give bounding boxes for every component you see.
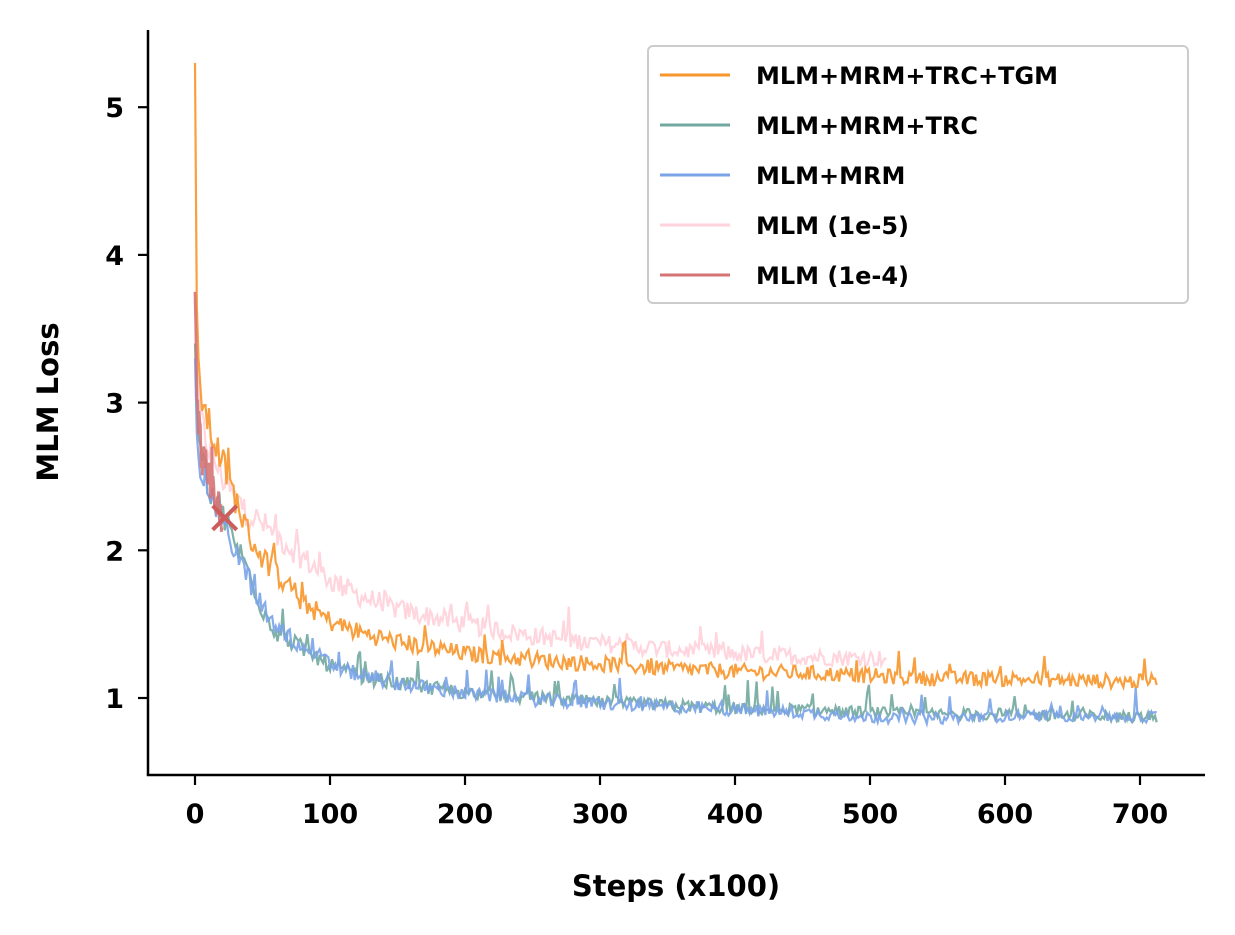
x-tick-label: 500 [842,799,898,830]
legend-entry-mlm-1e-4: MLM (1e-4) [660,262,909,290]
x-tick-label: 400 [707,799,763,830]
series-line-mlm-1e-5 [193,299,887,670]
x-tick-label: 0 [186,799,205,830]
x-tick-label: 700 [1112,799,1168,830]
y-tick-label: 4 [105,241,124,272]
legend-label: MLM (1e-5) [756,212,909,240]
plot-lines [193,62,1158,729]
legend: MLM+MRM+TRC+TGM MLM+MRM+TRC MLM+MRM MLM (1e… [647,45,1189,304]
legend-label: MLM+MRM [756,162,905,190]
x-tick-label: 100 [302,799,358,830]
x-tick-label: 300 [572,799,628,830]
legend-label: MLM+MRM+TRC [756,112,978,140]
y-ticks: 1 2 3 4 5 [105,93,148,715]
x-ticks: 0 100 200 300 400 500 600 700 [186,775,1168,830]
marker-x [211,504,239,532]
legend-entry-mlm-mrm-trc-tgm: MLM+MRM+TRC+TGM [660,62,1058,90]
x-tick-label: 200 [437,799,493,830]
y-tick-label: 2 [105,536,124,567]
legend-entry-mlm-mrm: MLM+MRM [660,162,905,190]
y-tick-label: 3 [105,389,124,420]
legend-entry-mlm-mrm-trc: MLM+MRM+TRC [660,112,978,140]
series-line-mlm-mrm [193,358,1157,729]
legend-box [647,45,1189,304]
y-axis-label: MLM Loss [31,322,65,481]
x-tick-label: 600 [977,799,1033,830]
y-tick-label: 5 [105,93,124,124]
legend-label: MLM+MRM+TRC+TGM [756,62,1058,90]
y-tick-label: 1 [105,684,124,715]
series-line-mlm-1e-4 [193,291,224,533]
legend-label: MLM (1e-4) [756,262,909,290]
series-line-mlm-mrm-trc-tgm [193,62,1158,692]
x-axis-label: Steps (x100) [572,869,780,903]
legend-entry-mlm-1e-5: MLM (1e-5) [660,212,909,240]
